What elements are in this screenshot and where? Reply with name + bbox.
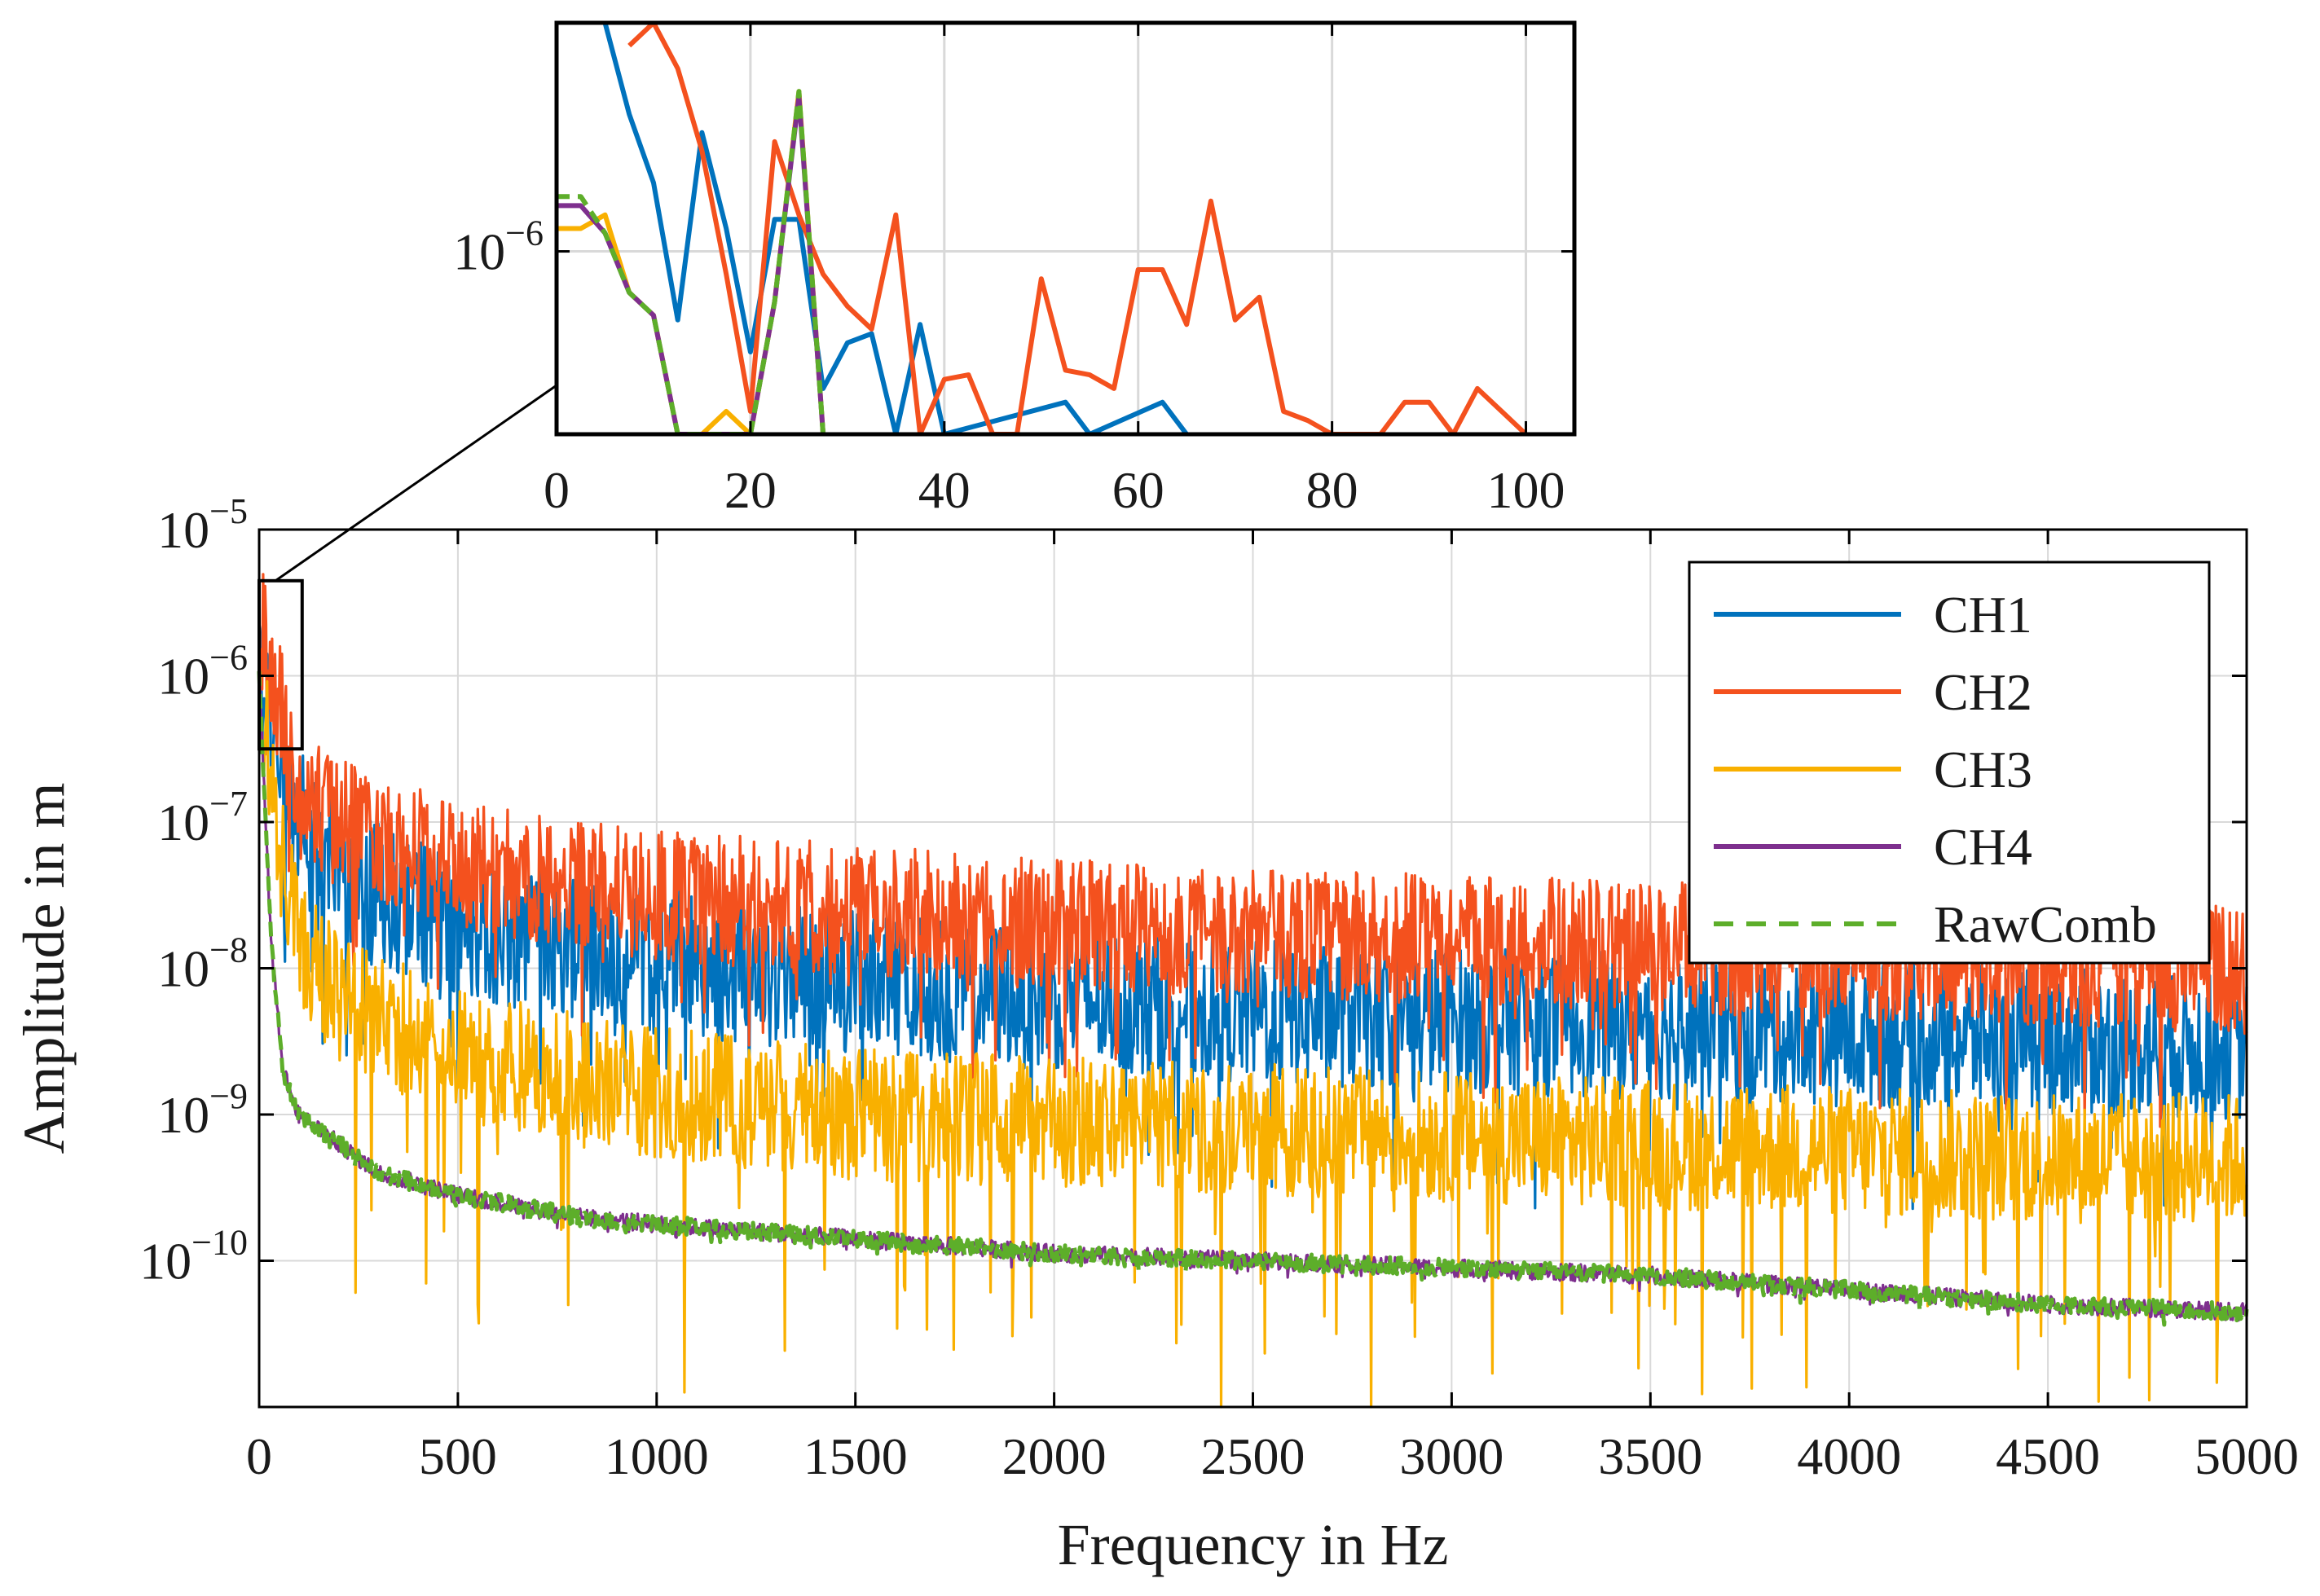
inset-tick-marks xyxy=(555,23,1574,434)
inset-series-line-ch1 xyxy=(602,23,1189,434)
main-tick-marks xyxy=(258,528,2248,1407)
zoom-box xyxy=(258,578,304,751)
legend-label-rawcomb: RawComb xyxy=(1934,895,2157,953)
x-tick-label: 1000 xyxy=(605,1427,709,1485)
x-tick-label: 2000 xyxy=(1002,1427,1107,1485)
x-tick-label: 3000 xyxy=(1399,1427,1503,1485)
inset-x-tick-label: 20 xyxy=(724,461,777,519)
x-tick-label: 3500 xyxy=(1598,1427,1702,1485)
y-tick-label: 10−7 xyxy=(157,784,248,851)
y-tick-label: 10−10 xyxy=(139,1223,248,1290)
inset-series-line-ch4 xyxy=(557,93,826,434)
series-line-rawcomb xyxy=(257,670,2249,1327)
x-axis-label: Frequency in Hz xyxy=(1058,1512,1449,1577)
x-tick-label: 500 xyxy=(419,1427,497,1485)
inset-x-tick-label: 100 xyxy=(1487,461,1565,519)
inset-x-tick-label: 60 xyxy=(1112,461,1164,519)
x-tick-label: 4500 xyxy=(1996,1427,2100,1485)
inset-plot-frame xyxy=(554,20,1577,437)
legend-box xyxy=(1688,561,2211,965)
zoom-connector-line xyxy=(275,384,557,583)
inset-x-tick-label: 0 xyxy=(544,461,570,519)
y-tick-label: 10−5 xyxy=(157,491,248,559)
inset-series-line-rawcomb xyxy=(557,89,826,434)
y-axis-label: Amplitude in m xyxy=(11,783,77,1154)
legend-label-ch1: CH1 xyxy=(1934,586,2032,644)
inset-x-tick-labels: 0 20 40 60 80 100 xyxy=(544,461,1565,519)
legend-label-ch2: CH2 xyxy=(1934,663,2032,721)
inset-grid xyxy=(557,23,1574,434)
series-line-ch1 xyxy=(258,622,2248,1211)
inset-y-tick-labels: 10−6 xyxy=(453,213,544,281)
x-tick-label: 5000 xyxy=(2195,1427,2299,1485)
x-tick-label: 2500 xyxy=(1201,1427,1305,1485)
y-tick-label: 10−9 xyxy=(157,1076,248,1144)
main-y-tick-labels: 10−5 10−6 10−7 10−8 10−9 10−10 xyxy=(139,491,248,1290)
x-tick-label: 4000 xyxy=(1797,1427,1901,1485)
inset-y-tick-label: 10−6 xyxy=(453,213,544,281)
legend-label-ch4: CH4 xyxy=(1934,818,2032,876)
x-tick-label: 1500 xyxy=(803,1427,908,1485)
legend: CH1 CH2 CH3 CH4 RawComb xyxy=(1688,561,2211,965)
x-tick-label: 0 xyxy=(246,1427,272,1485)
inset-series-line-ch2 xyxy=(627,23,1528,434)
series-line-ch3 xyxy=(258,679,2248,1409)
y-tick-label: 10−6 xyxy=(157,638,248,706)
inset-series-layer xyxy=(557,23,1528,434)
y-tick-label: 10−8 xyxy=(157,930,248,998)
legend-label-ch3: CH3 xyxy=(1934,741,2032,798)
main-x-tick-labels: 0 500 1000 1500 2000 2500 3000 3500 4000 4500 5000 xyxy=(246,1427,2299,1485)
inset-x-tick-label: 80 xyxy=(1306,461,1358,519)
inset-x-tick-label: 40 xyxy=(918,461,971,519)
